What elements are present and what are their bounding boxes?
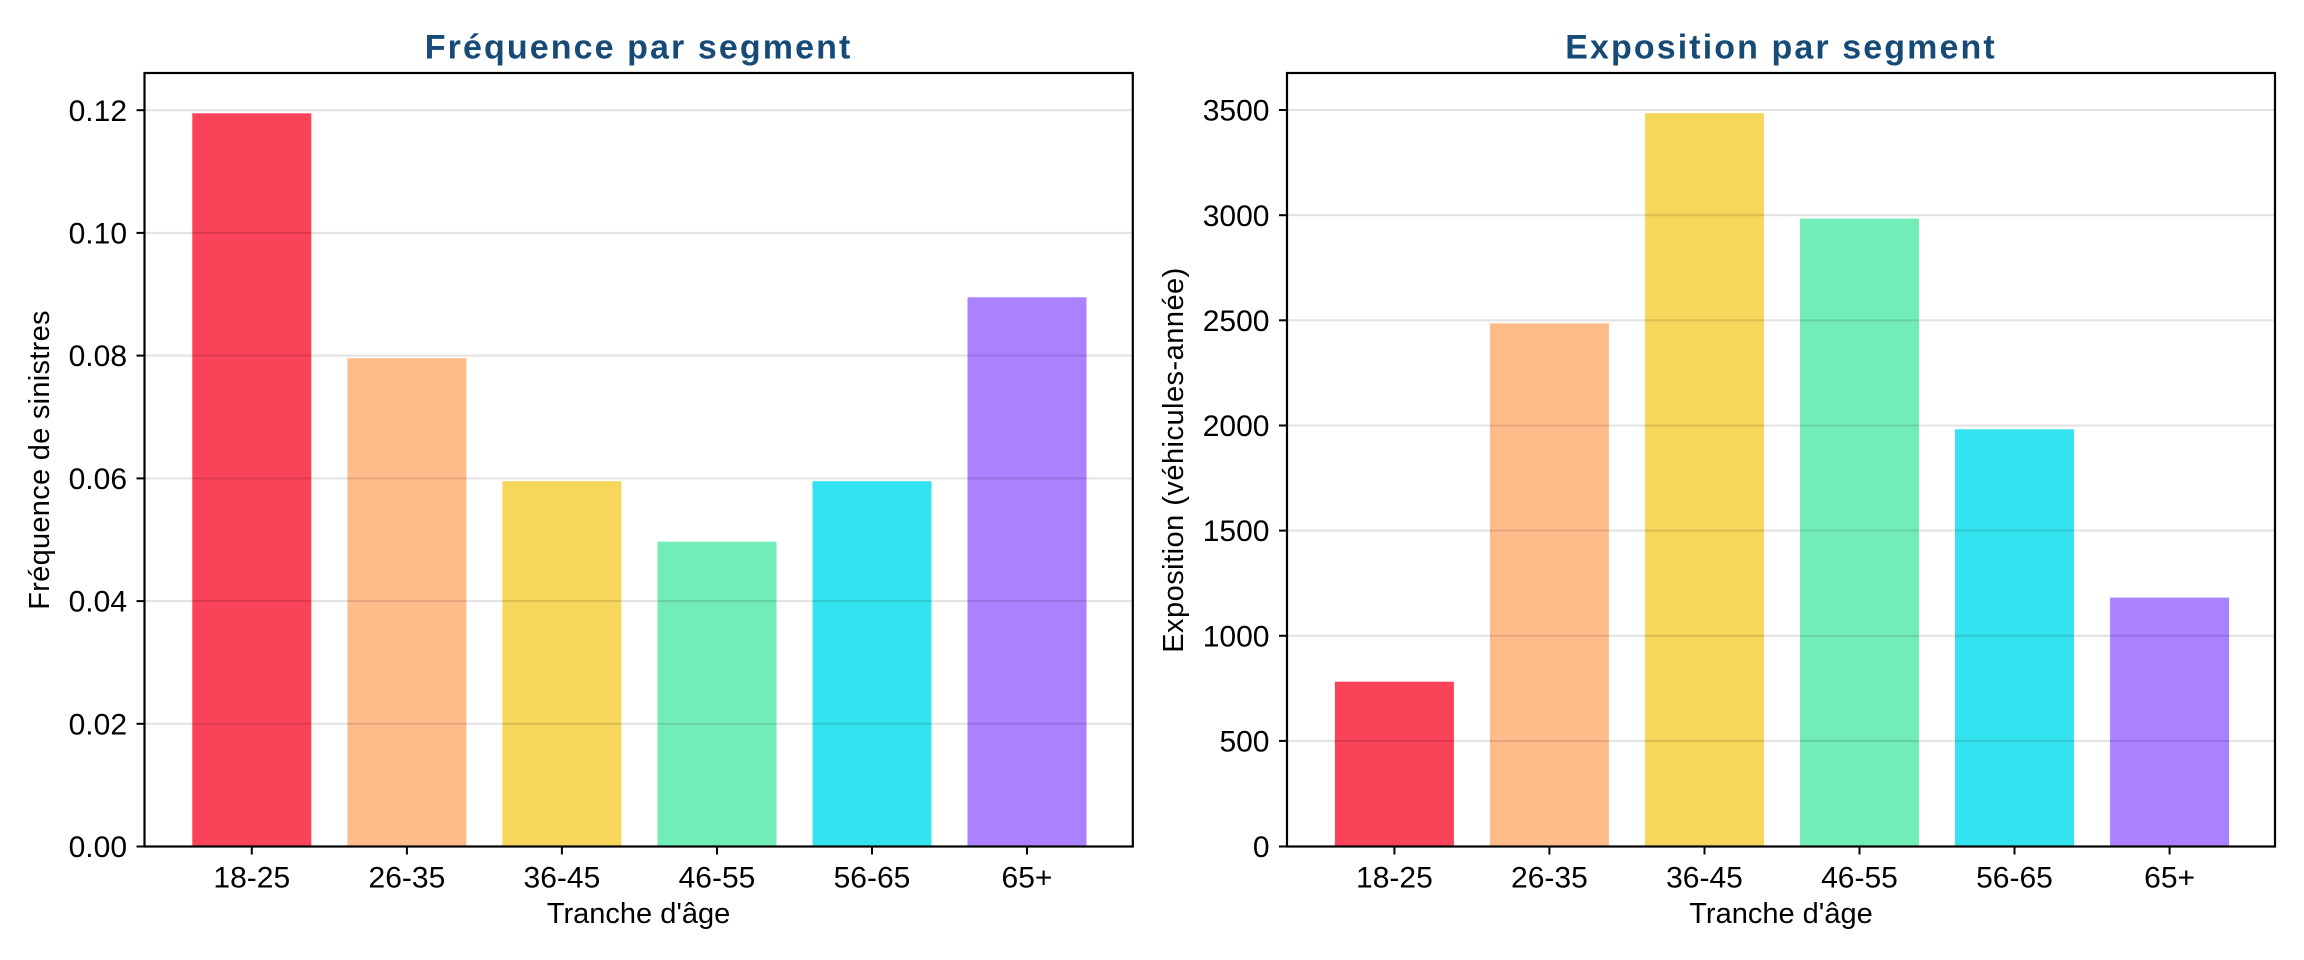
svg-text:56-65: 56-65 xyxy=(834,862,911,895)
svg-text:0.10: 0.10 xyxy=(69,218,127,251)
svg-text:0.02: 0.02 xyxy=(69,708,127,741)
svg-text:65+: 65+ xyxy=(2144,862,2195,895)
svg-text:3000: 3000 xyxy=(1203,200,1270,233)
svg-text:46-55: 46-55 xyxy=(1821,862,1898,895)
svg-text:Exposition par segment: Exposition par segment xyxy=(1565,29,1997,67)
svg-text:36-45: 36-45 xyxy=(1666,862,1743,895)
svg-text:56-65: 56-65 xyxy=(1976,862,2053,895)
svg-text:46-55: 46-55 xyxy=(679,862,756,895)
svg-text:500: 500 xyxy=(1219,726,1269,759)
svg-text:0.00: 0.00 xyxy=(69,831,127,864)
svg-text:Fréquence de sinistres: Fréquence de sinistres xyxy=(24,310,56,610)
svg-text:2000: 2000 xyxy=(1203,410,1270,443)
svg-text:36-45: 36-45 xyxy=(524,862,601,895)
svg-text:18-25: 18-25 xyxy=(1356,862,1433,895)
svg-text:0.04: 0.04 xyxy=(69,586,127,619)
svg-text:Fréquence par segment: Fréquence par segment xyxy=(425,29,853,67)
svg-text:1500: 1500 xyxy=(1203,515,1270,548)
svg-text:3500: 3500 xyxy=(1203,95,1270,128)
svg-text:26-35: 26-35 xyxy=(369,862,446,895)
svg-text:65+: 65+ xyxy=(1002,862,1053,895)
svg-text:26-35: 26-35 xyxy=(1511,862,1588,895)
svg-text:1000: 1000 xyxy=(1203,620,1270,653)
svg-text:0.08: 0.08 xyxy=(69,340,127,373)
svg-text:Tranche d'âge: Tranche d'âge xyxy=(547,898,730,930)
svg-text:0: 0 xyxy=(1253,831,1270,864)
svg-text:18-25: 18-25 xyxy=(213,862,290,895)
svg-text:Exposition (véhicules-année): Exposition (véhicules-année) xyxy=(1158,267,1190,653)
svg-text:Tranche d'âge: Tranche d'âge xyxy=(1689,898,1872,930)
svg-text:2500: 2500 xyxy=(1203,305,1270,338)
svg-text:0.06: 0.06 xyxy=(69,463,127,496)
svg-text:0.12: 0.12 xyxy=(69,95,127,128)
